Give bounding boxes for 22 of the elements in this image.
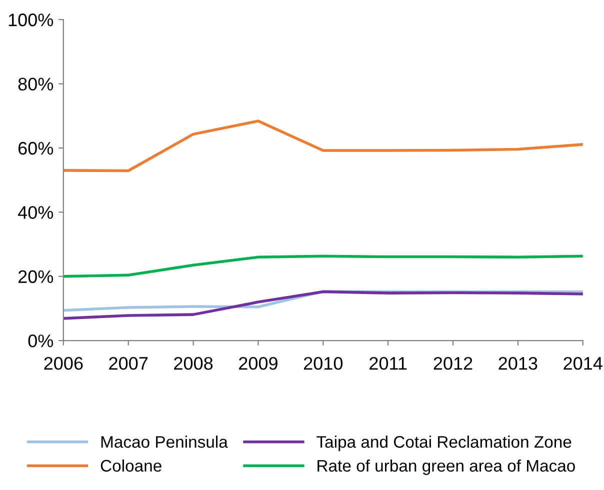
y-tick-label: 60% — [18, 142, 54, 155]
x-tick-label: 2010 — [304, 357, 343, 370]
legend-label: Macao Peninsula — [101, 436, 228, 448]
line-series — [63, 120, 583, 172]
line-series — [63, 254, 583, 278]
legend-label: Taipa and Cotai Reclamation Zone — [316, 436, 572, 452]
x-tick-label: 2007 — [109, 357, 148, 370]
x-tick-label: 2009 — [239, 357, 278, 370]
x-tick-label: 2006 — [44, 357, 83, 370]
y-tick-label: 100% — [8, 14, 54, 26]
x-tick-label: 2008 — [174, 357, 213, 370]
x-tick-label: 2012 — [434, 357, 472, 370]
y-tick-label: 20% — [18, 270, 54, 284]
y-tick-label: 0% — [28, 334, 54, 348]
x-tick-label: 2011 — [370, 357, 407, 370]
y-tick-label: 40% — [18, 206, 54, 219]
x-tick-label: 2013 — [498, 357, 538, 370]
line-series — [63, 290, 583, 320]
x-tick-label: 2014 — [564, 357, 602, 370]
legend-label: Coloane — [100, 459, 162, 472]
y-tick-label: 80% — [18, 78, 54, 91]
legend-label: Rate of urban green area of Macao — [318, 459, 575, 475]
